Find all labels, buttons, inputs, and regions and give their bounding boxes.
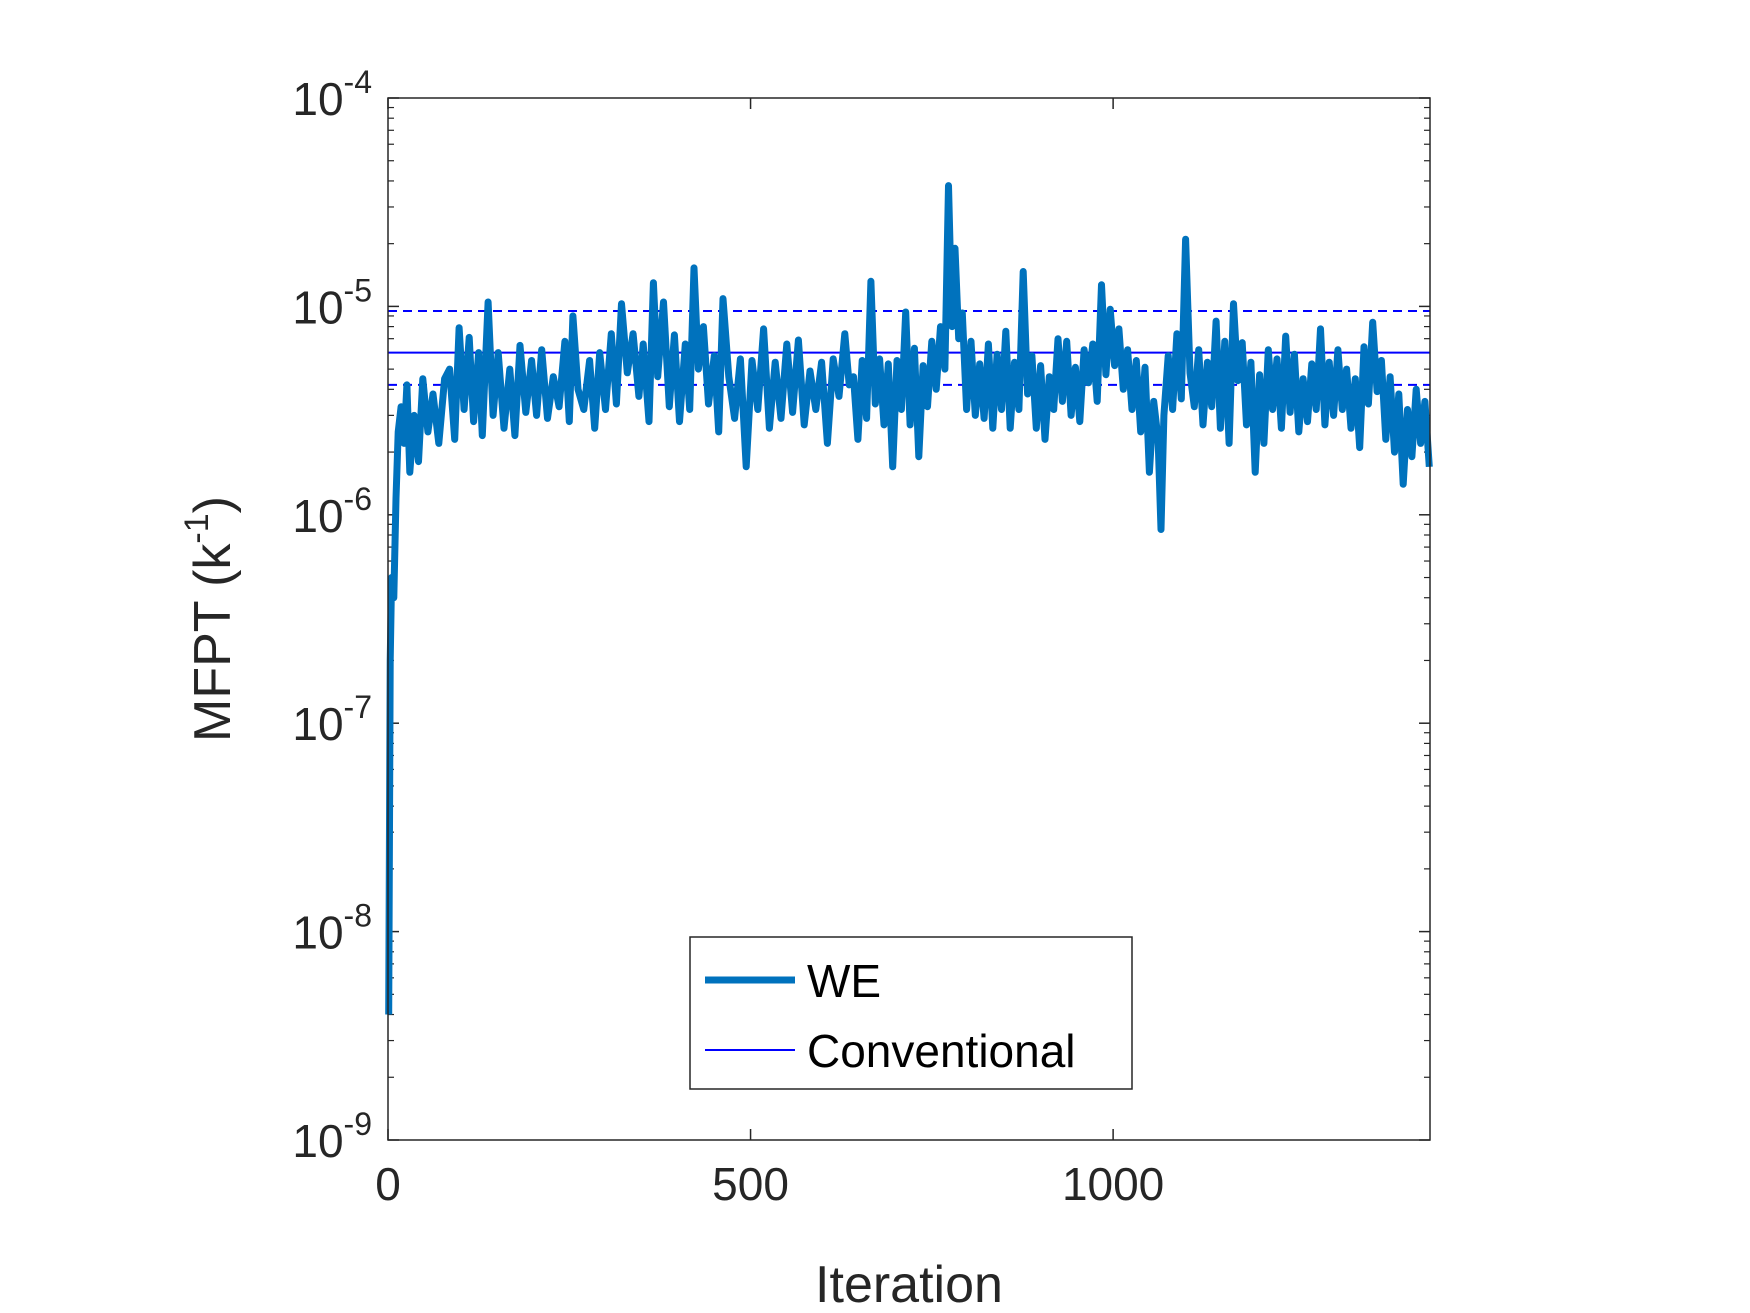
y-tick-label: 10-9: [292, 1106, 372, 1167]
x-tick-label: 500: [712, 1158, 789, 1210]
legend-box: [689, 936, 1133, 1090]
legend-label-we: WE: [807, 955, 881, 1007]
legend: WE Conventional: [689, 936, 1133, 1090]
y-tick-base: 10: [292, 1115, 343, 1167]
y-tick-exponent: -6: [344, 481, 372, 517]
plot-frame: [387, 97, 1431, 1141]
y-tick-exponent: -9: [344, 1106, 372, 1142]
x-tick-label: 0: [375, 1158, 401, 1210]
y-tick-exponent: -5: [344, 272, 372, 308]
y-axis-title-main: MFPT (k: [184, 543, 242, 742]
y-axis-title-sup: -1: [178, 513, 216, 543]
y-tick-base: 10: [292, 907, 343, 959]
y-tick-base: 10: [292, 73, 343, 125]
y-axis-title: MFPT (k-1): [178, 496, 242, 742]
y-tick-labels: 10-910-810-710-610-510-4: [292, 64, 372, 1167]
we-series-line: [385, 182, 1433, 1015]
y-tick-label: 10-6: [292, 481, 372, 542]
x-tick-labels: 0 500 1000: [375, 1158, 1164, 1210]
y-tick-base: 10: [292, 490, 343, 542]
y-tick-label: 10-8: [292, 898, 372, 959]
y-tick-label: 10-4: [292, 64, 372, 125]
y-axis-title-close: ): [184, 496, 242, 513]
y-tick-label: 10-7: [292, 689, 372, 750]
x-axis-title: Iteration: [815, 1256, 1003, 1313]
y-tick-exponent: -4: [344, 64, 372, 100]
y-tick-label: 10-5: [292, 272, 372, 333]
x-tick-label: 1000: [1062, 1158, 1164, 1210]
y-tick-exponent: -8: [344, 898, 372, 934]
y-tick-base: 10: [292, 698, 343, 750]
y-tick-exponent: -7: [344, 689, 372, 725]
y-tick-base: 10: [292, 281, 343, 333]
legend-label-conventional: Conventional: [807, 1025, 1076, 1077]
